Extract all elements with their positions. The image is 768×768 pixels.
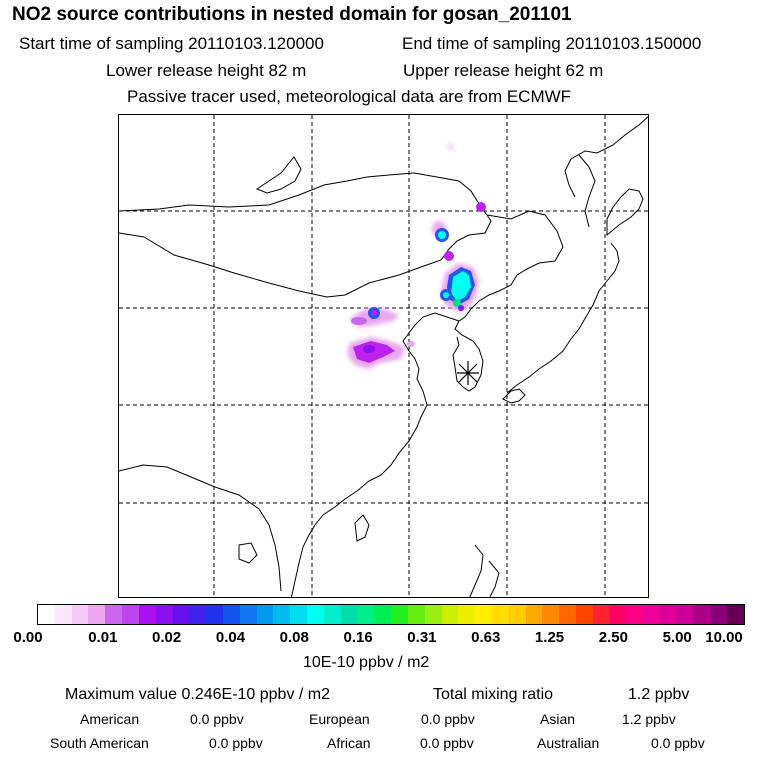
colorbar-swatch xyxy=(391,605,408,624)
colorbar-swatch xyxy=(155,605,173,624)
plume-cell xyxy=(444,251,454,261)
colorbar-swatch xyxy=(105,605,123,624)
lower-release-height: Lower release height 82 m xyxy=(106,61,307,80)
colorbar-tick-label: 0.00 xyxy=(13,629,43,646)
colorbar-swatch xyxy=(710,605,728,624)
plume-cell xyxy=(458,305,464,311)
colorbar-tick-label: 2.50 xyxy=(598,629,628,646)
colorbar-swatch xyxy=(592,605,610,624)
colorbar-tick-label: 1.25 xyxy=(534,629,565,646)
start-time-label: Start time of sampling 20110103.120000 xyxy=(19,34,324,53)
plume-cell xyxy=(438,231,446,239)
region-value: 0.0 ppbv xyxy=(209,735,263,751)
map-panel xyxy=(118,114,649,598)
colorbar-swatch xyxy=(441,605,459,624)
total-mixing-ratio-value: 1.2 ppbv xyxy=(628,686,690,703)
colorbar-swatch xyxy=(508,605,526,624)
plume-cell xyxy=(451,271,471,301)
total-mixing-ratio-label: Total mixing ratio xyxy=(433,686,554,703)
colorbar-tick-label: 0.31 xyxy=(407,629,437,646)
plume-cell xyxy=(351,317,367,325)
plume-cell xyxy=(447,144,455,150)
colorbar-units: 10E-10 ppbv / m2 xyxy=(303,654,430,671)
region-name: Asian xyxy=(540,711,576,727)
plume-cell xyxy=(353,341,395,363)
colorbar-swatch xyxy=(122,605,139,624)
colorbar-swatch xyxy=(340,605,358,624)
colorbar-swatch xyxy=(239,605,257,624)
colorbar-swatch xyxy=(374,605,392,624)
colorbar-tick-label: 0.63 xyxy=(471,629,501,646)
end-time-label: End time of sampling 20110103.150000 xyxy=(402,34,702,53)
colorbar-swatch xyxy=(559,605,576,624)
colorbar-swatch xyxy=(626,605,644,624)
colorbar-tick-label: 0.04 xyxy=(215,629,246,646)
region-value: 0.0 ppbv xyxy=(651,735,705,751)
plume-cell xyxy=(371,310,377,316)
region-name: South American xyxy=(50,735,149,751)
region-name: American xyxy=(80,711,140,727)
colorbar-swatch xyxy=(38,605,55,624)
colorbar-swatch xyxy=(576,605,593,624)
colorbar-swatch xyxy=(222,605,240,624)
plume-cell xyxy=(363,345,375,353)
colorbar-tick-label: 5.00 xyxy=(662,629,692,646)
colorbar-swatch xyxy=(88,605,106,624)
plume-cell xyxy=(453,299,461,307)
colorbar-swatch xyxy=(458,605,476,624)
colorbar-swatch xyxy=(290,605,307,624)
plume-cell xyxy=(407,341,415,347)
colorbar-swatch xyxy=(273,605,291,624)
colorbar-swatch xyxy=(323,605,341,624)
colorbar-swatch xyxy=(693,605,711,624)
colorbar-swatch xyxy=(609,605,627,624)
colorbar-swatch xyxy=(525,605,543,624)
colorbar-swatch xyxy=(424,605,442,624)
colorbar-tick-label: 0.16 xyxy=(343,629,373,646)
region-value: 0.0 ppbv xyxy=(190,711,244,727)
region-name: European xyxy=(309,711,370,727)
region-value: 0.0 ppbv xyxy=(420,735,474,751)
region-name: African xyxy=(327,735,371,751)
colorbar-tick-label: 0.01 xyxy=(88,629,118,646)
map-canvas xyxy=(119,115,648,597)
colorbar-swatch xyxy=(643,605,661,624)
plume-cell xyxy=(476,202,486,212)
colorbar-swatch xyxy=(307,605,324,624)
colorbar-swatch xyxy=(71,605,89,624)
colorbar-swatch xyxy=(138,605,156,624)
no2-plume-field xyxy=(347,144,486,369)
colorbar-swatch xyxy=(172,605,190,624)
colorbar-swatch xyxy=(660,605,677,624)
upper-release-height: Upper release height 62 m xyxy=(403,61,604,80)
colorbar-swatch xyxy=(491,605,509,624)
colorbar-tick-label: 0.02 xyxy=(152,629,182,646)
map-title: NO2 source contributions in nested domai… xyxy=(12,4,572,25)
colorbar-swatch xyxy=(54,605,72,624)
colorbar xyxy=(37,604,745,625)
colorbar-swatch xyxy=(256,605,274,624)
colorbar-swatch xyxy=(676,605,694,624)
coastlines xyxy=(119,116,648,597)
colorbar-swatch xyxy=(727,605,745,624)
release-site-marker xyxy=(457,361,479,385)
colorbar-swatch xyxy=(407,605,425,624)
tracer-info: Passive tracer used, meteorological data… xyxy=(127,87,572,106)
colorbar-tick-label: 10.00 xyxy=(705,629,743,646)
region-name: Australian xyxy=(537,735,600,751)
colorbar-tick-label: 0.08 xyxy=(279,629,309,646)
colorbar-swatch xyxy=(475,605,492,624)
region-value: 0.0 ppbv xyxy=(421,711,475,727)
colorbar-swatch xyxy=(542,605,560,624)
colorbar-swatch xyxy=(206,605,223,624)
plume-cell xyxy=(443,292,449,298)
lat-lon-grid xyxy=(119,115,648,597)
maximum-value: Maximum value 0.246E-10 ppbv / m2 xyxy=(65,686,331,703)
colorbar-swatch xyxy=(189,605,207,624)
region-value: 1.2 ppbv xyxy=(622,711,676,727)
colorbar-swatch xyxy=(357,605,375,624)
